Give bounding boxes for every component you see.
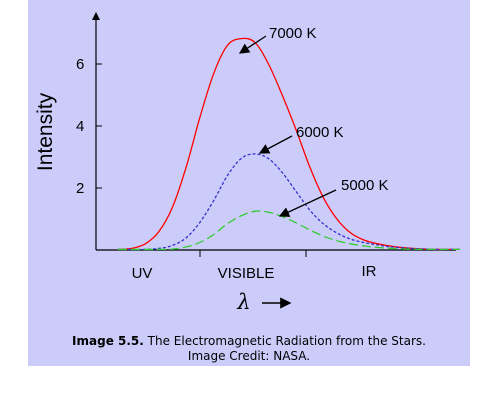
series-curve-6000k (117, 153, 460, 251)
y-tick-label: 2 (76, 180, 84, 197)
band-label-ir: IR (362, 263, 377, 280)
annotation-7000-arrow (238, 35, 267, 54)
y-tick-label: 6 (76, 56, 84, 73)
annotation-6000-label: 6000 K (296, 124, 344, 141)
annotation-7000-label: 7000 K (269, 25, 317, 42)
annotation-6000-arrow (258, 135, 293, 154)
figure-caption: Image 5.5. The Electromagnetic Radiation… (28, 334, 470, 364)
caption-line-2: Image Credit: NASA. (187, 349, 311, 363)
y-axis-arrow-icon (92, 12, 100, 20)
caption-text: The Electromagnetic Radiation from the S… (143, 334, 426, 348)
band-label-visible: VISIBLE (218, 265, 275, 282)
annotation-5000-arrow (278, 189, 337, 217)
series-curve-5000k (117, 210, 460, 251)
band-label-uv: UV (132, 265, 153, 282)
y-tick-label: 4 (76, 118, 84, 135)
y-ticks: 2 4 6 (76, 56, 102, 197)
intensity-chart: 2 4 6 Intensity UV VISIBLE IR λ 7000 K 600… (34, 12, 460, 314)
curves (117, 37, 460, 251)
caption-line-1: Image 5.5. The Electromagnetic Radiation… (28, 334, 470, 349)
caption-bold: Image 5.5. (72, 334, 144, 348)
figure-panel: 2 4 6 Intensity UV VISIBLE IR λ 7000 K 600… (28, 0, 470, 366)
annotation-5000-label: 5000 K (341, 177, 389, 194)
y-axis-label: Intensity (34, 92, 57, 171)
x-axis-label: λ (236, 290, 250, 314)
series-curve-7000k (117, 37, 460, 251)
